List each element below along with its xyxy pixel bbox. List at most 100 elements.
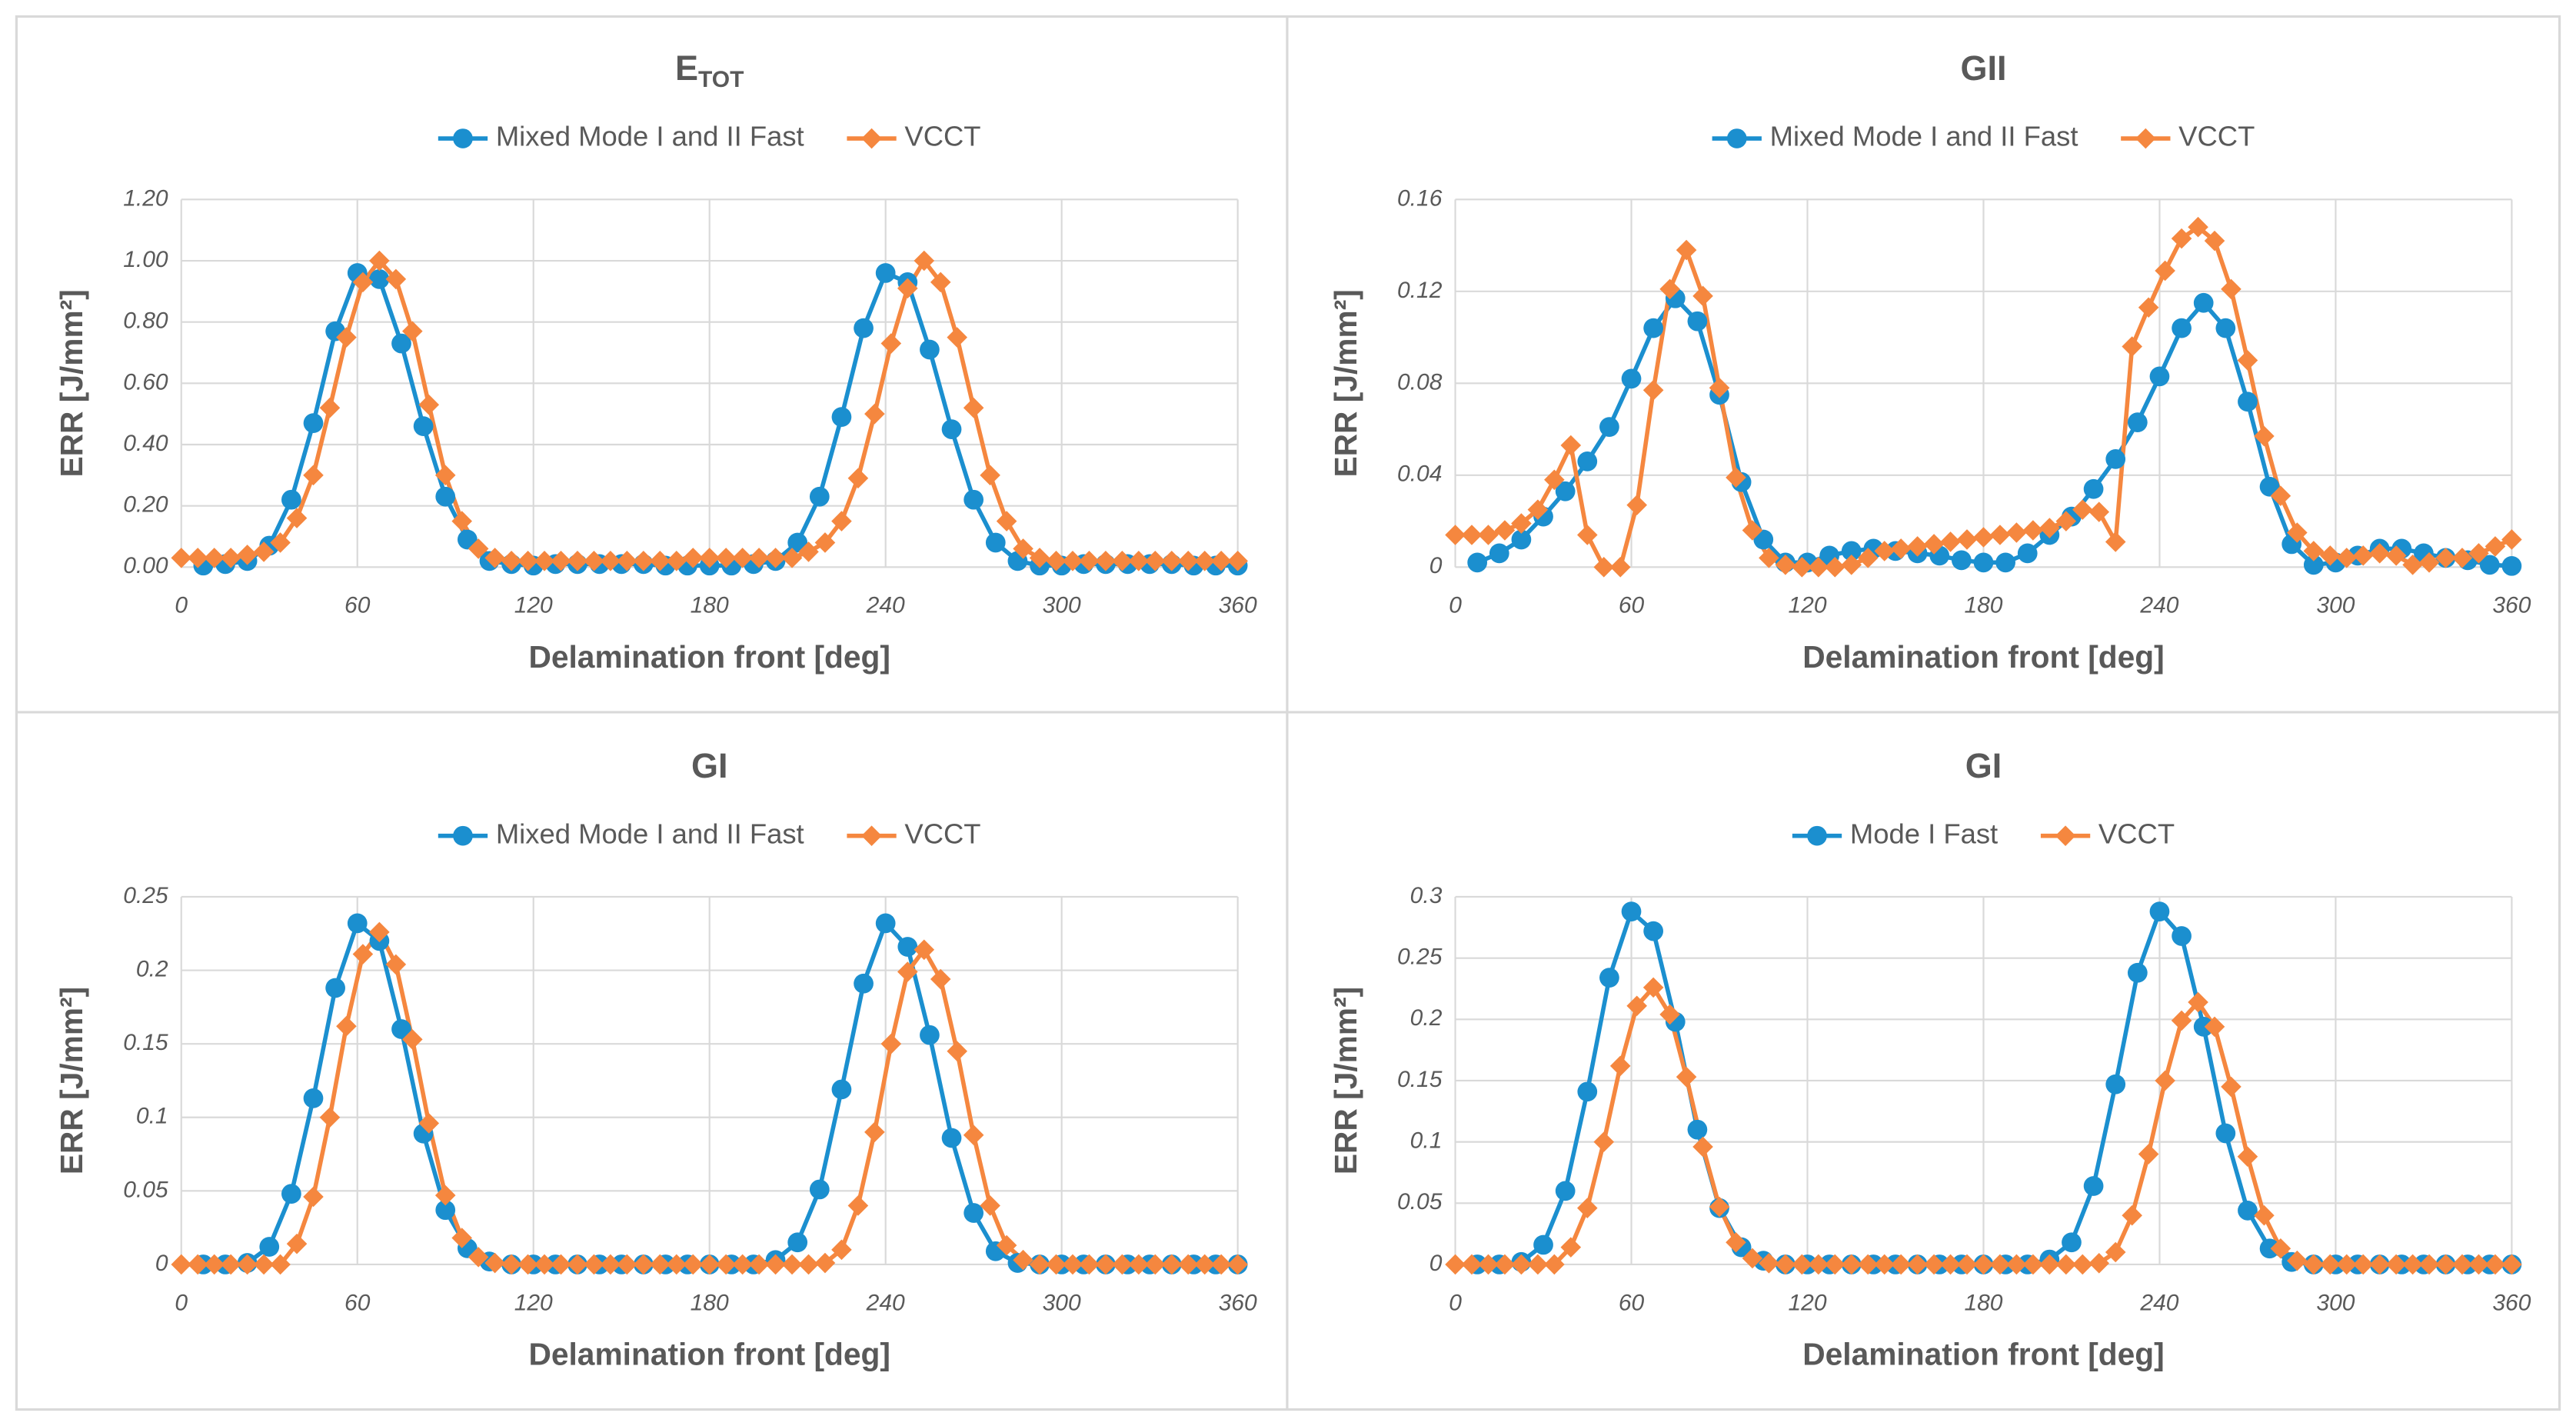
marker — [2385, 1254, 2407, 1275]
marker — [854, 318, 874, 338]
marker — [2287, 1250, 2308, 1271]
marker — [468, 538, 489, 559]
marker — [1621, 901, 1642, 921]
marker — [259, 1237, 280, 1257]
chart-title: GI — [1965, 746, 2002, 785]
marker — [1062, 551, 1083, 571]
marker — [303, 1186, 324, 1208]
marker — [617, 551, 637, 571]
y-tick-label: 0.25 — [1397, 945, 1443, 970]
marker — [253, 541, 275, 562]
marker — [1511, 513, 1532, 534]
marker — [187, 548, 208, 568]
legend: Mixed Mode I and II Fast VCCT — [438, 121, 981, 152]
marker — [2105, 531, 2126, 552]
marker — [1112, 551, 1133, 571]
legend-marker — [2135, 128, 2156, 149]
marker — [897, 937, 918, 957]
marker — [534, 551, 555, 571]
marker — [920, 339, 940, 360]
marker — [1128, 1254, 1150, 1275]
marker — [1989, 1254, 2011, 1275]
marker — [1676, 1066, 1697, 1088]
marker — [2238, 391, 2258, 412]
marker — [600, 1254, 621, 1275]
marker — [457, 529, 478, 550]
legend-marker — [1726, 128, 1747, 148]
marker — [1890, 538, 1912, 559]
x-axis-title: Delamination front [deg] — [528, 639, 890, 675]
legend: Mixed Mode I and II Fast VCCT — [1712, 121, 2255, 152]
marker — [171, 548, 192, 568]
marker — [2254, 425, 2275, 447]
marker — [1533, 1234, 1553, 1255]
marker — [1973, 527, 1994, 548]
marker — [1775, 1254, 1796, 1275]
marker — [650, 1254, 671, 1275]
y-tick-label: 0.15 — [123, 1030, 168, 1055]
marker — [2259, 1238, 2280, 1259]
marker — [1940, 531, 1961, 552]
marker — [1621, 368, 1642, 389]
marker — [1726, 1231, 1746, 1253]
marker — [1742, 520, 1763, 541]
y-tick-label: 0.2 — [1410, 1005, 1443, 1031]
marker — [1029, 548, 1050, 568]
x-tick-label: 120 — [514, 1290, 553, 1315]
marker — [551, 1254, 571, 1275]
marker — [2468, 543, 2489, 564]
marker — [963, 1124, 984, 1145]
marker — [1973, 1254, 1994, 1275]
marker — [2105, 1241, 2126, 1263]
marker — [2352, 1254, 2374, 1275]
chart-title-text: E — [675, 48, 698, 88]
marker — [2215, 1123, 2236, 1144]
marker — [1029, 1254, 1050, 1275]
marker — [501, 551, 522, 571]
x-tick-label: 180 — [691, 1290, 729, 1315]
marker — [2149, 366, 2170, 387]
marker — [435, 1200, 456, 1221]
marker — [2221, 278, 2242, 300]
chart-title-text: GI — [691, 746, 728, 785]
marker — [1560, 435, 1582, 456]
marker — [920, 1025, 940, 1045]
marker — [2479, 555, 2500, 575]
marker — [1808, 1254, 1829, 1275]
marker — [385, 954, 407, 975]
marker — [434, 1184, 456, 1206]
y-axis-title: ERR [J/mm²] — [54, 289, 89, 477]
legend-label: VCCT — [2098, 818, 2175, 849]
marker — [1478, 525, 1499, 545]
marker — [418, 394, 440, 415]
marker — [1659, 1004, 1680, 1025]
legend-marker — [453, 825, 473, 846]
marker — [567, 1254, 588, 1275]
x-tick-label: 0 — [175, 593, 188, 618]
marker — [1013, 1249, 1033, 1271]
marker — [1940, 1254, 1961, 1275]
marker — [2221, 1076, 2242, 1098]
marker — [484, 548, 505, 568]
marker — [237, 545, 258, 565]
marker — [369, 250, 390, 272]
marker — [1577, 1081, 1598, 1102]
marker — [963, 397, 984, 418]
marker — [2171, 228, 2192, 249]
marker — [1995, 552, 2015, 573]
legend: Mixed Mode I and II Fast VCCT — [438, 818, 981, 849]
marker — [2083, 478, 2104, 499]
marker — [930, 968, 951, 990]
marker — [468, 1247, 489, 1268]
marker — [964, 489, 984, 510]
marker — [1046, 1254, 1067, 1275]
marker — [1642, 380, 1664, 401]
marker — [1062, 1254, 1083, 1275]
marker — [1227, 551, 1248, 571]
marker — [2138, 297, 2159, 318]
marker — [2238, 1200, 2258, 1221]
marker — [286, 508, 308, 528]
marker — [1676, 239, 1697, 261]
marker — [2083, 1176, 2104, 1196]
